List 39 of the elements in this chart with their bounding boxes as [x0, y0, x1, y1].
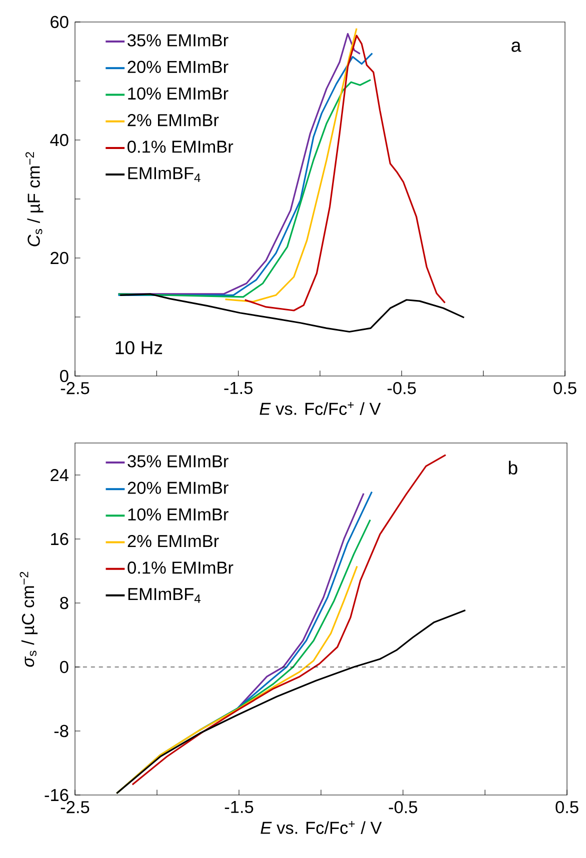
- legend-label: 2% EMImBr: [128, 114, 219, 126]
- annotation: b: [508, 460, 518, 474]
- legend-label: 0.1% EMImBr: [128, 562, 234, 574]
- legend-label: 0.1% EMImBr: [128, 140, 234, 153]
- x-tick-label: -0.5: [388, 801, 418, 814]
- y-tick-label: 16: [51, 532, 68, 546]
- y-tick-label: 0: [60, 370, 68, 382]
- x-tick-label: 0.5: [556, 801, 578, 814]
- x-axis-title: E vs. Fc/Fc$^{+}$ / V: [260, 402, 381, 415]
- y-tick-label: 20: [50, 252, 68, 264]
- legend-label: 2% EMImBr: [128, 534, 219, 548]
- y-tick-label: -16: [44, 788, 68, 802]
- x-tick-label: -2.5: [60, 382, 90, 394]
- x-tick-label: -0.5: [388, 382, 416, 394]
- legend-label: 20% EMImBr: [128, 482, 228, 494]
- y-tick-label: 24: [50, 468, 68, 482]
- y-axis-title: C$_{s}$ / µF cm$^{−2}$: [26, 152, 44, 246]
- legend-label: 35% EMImBr: [128, 34, 228, 46]
- y-tick-label: 8: [60, 596, 68, 610]
- line-series: [119, 293, 465, 333]
- x-tick-label: -1.5: [224, 801, 254, 814]
- legend-label: 35% EMImBr: [128, 455, 228, 468]
- legend-label: 10% EMImBr: [128, 508, 228, 521]
- y-tick-label: -8: [54, 724, 68, 738]
- y-tick-label: 40: [50, 134, 68, 146]
- x-tick-label: 0.5: [554, 382, 576, 394]
- x-axis-title: E vs. Fc/Fc$^{+}$ / V: [260, 821, 382, 834]
- y-tick-label: 0: [60, 660, 68, 674]
- legend-label: EMImBF$_{4}$: [128, 167, 200, 182]
- annotation: 10 Hz: [116, 341, 162, 354]
- line-series: [244, 34, 446, 312]
- legend-label: EMImBF$_{4}$: [128, 588, 201, 603]
- y-tick-label: 60: [50, 16, 68, 28]
- legend-label: 20% EMImBr: [128, 60, 228, 74]
- annotation: a: [512, 42, 522, 52]
- legend-label: 10% EMImBr: [128, 87, 228, 100]
- y-axis-title: σ$_{s}$ / µC cm$^{−2}$: [20, 572, 38, 667]
- x-tick-label: -1.5: [224, 382, 252, 394]
- x-tick-label: -2.5: [60, 801, 90, 814]
